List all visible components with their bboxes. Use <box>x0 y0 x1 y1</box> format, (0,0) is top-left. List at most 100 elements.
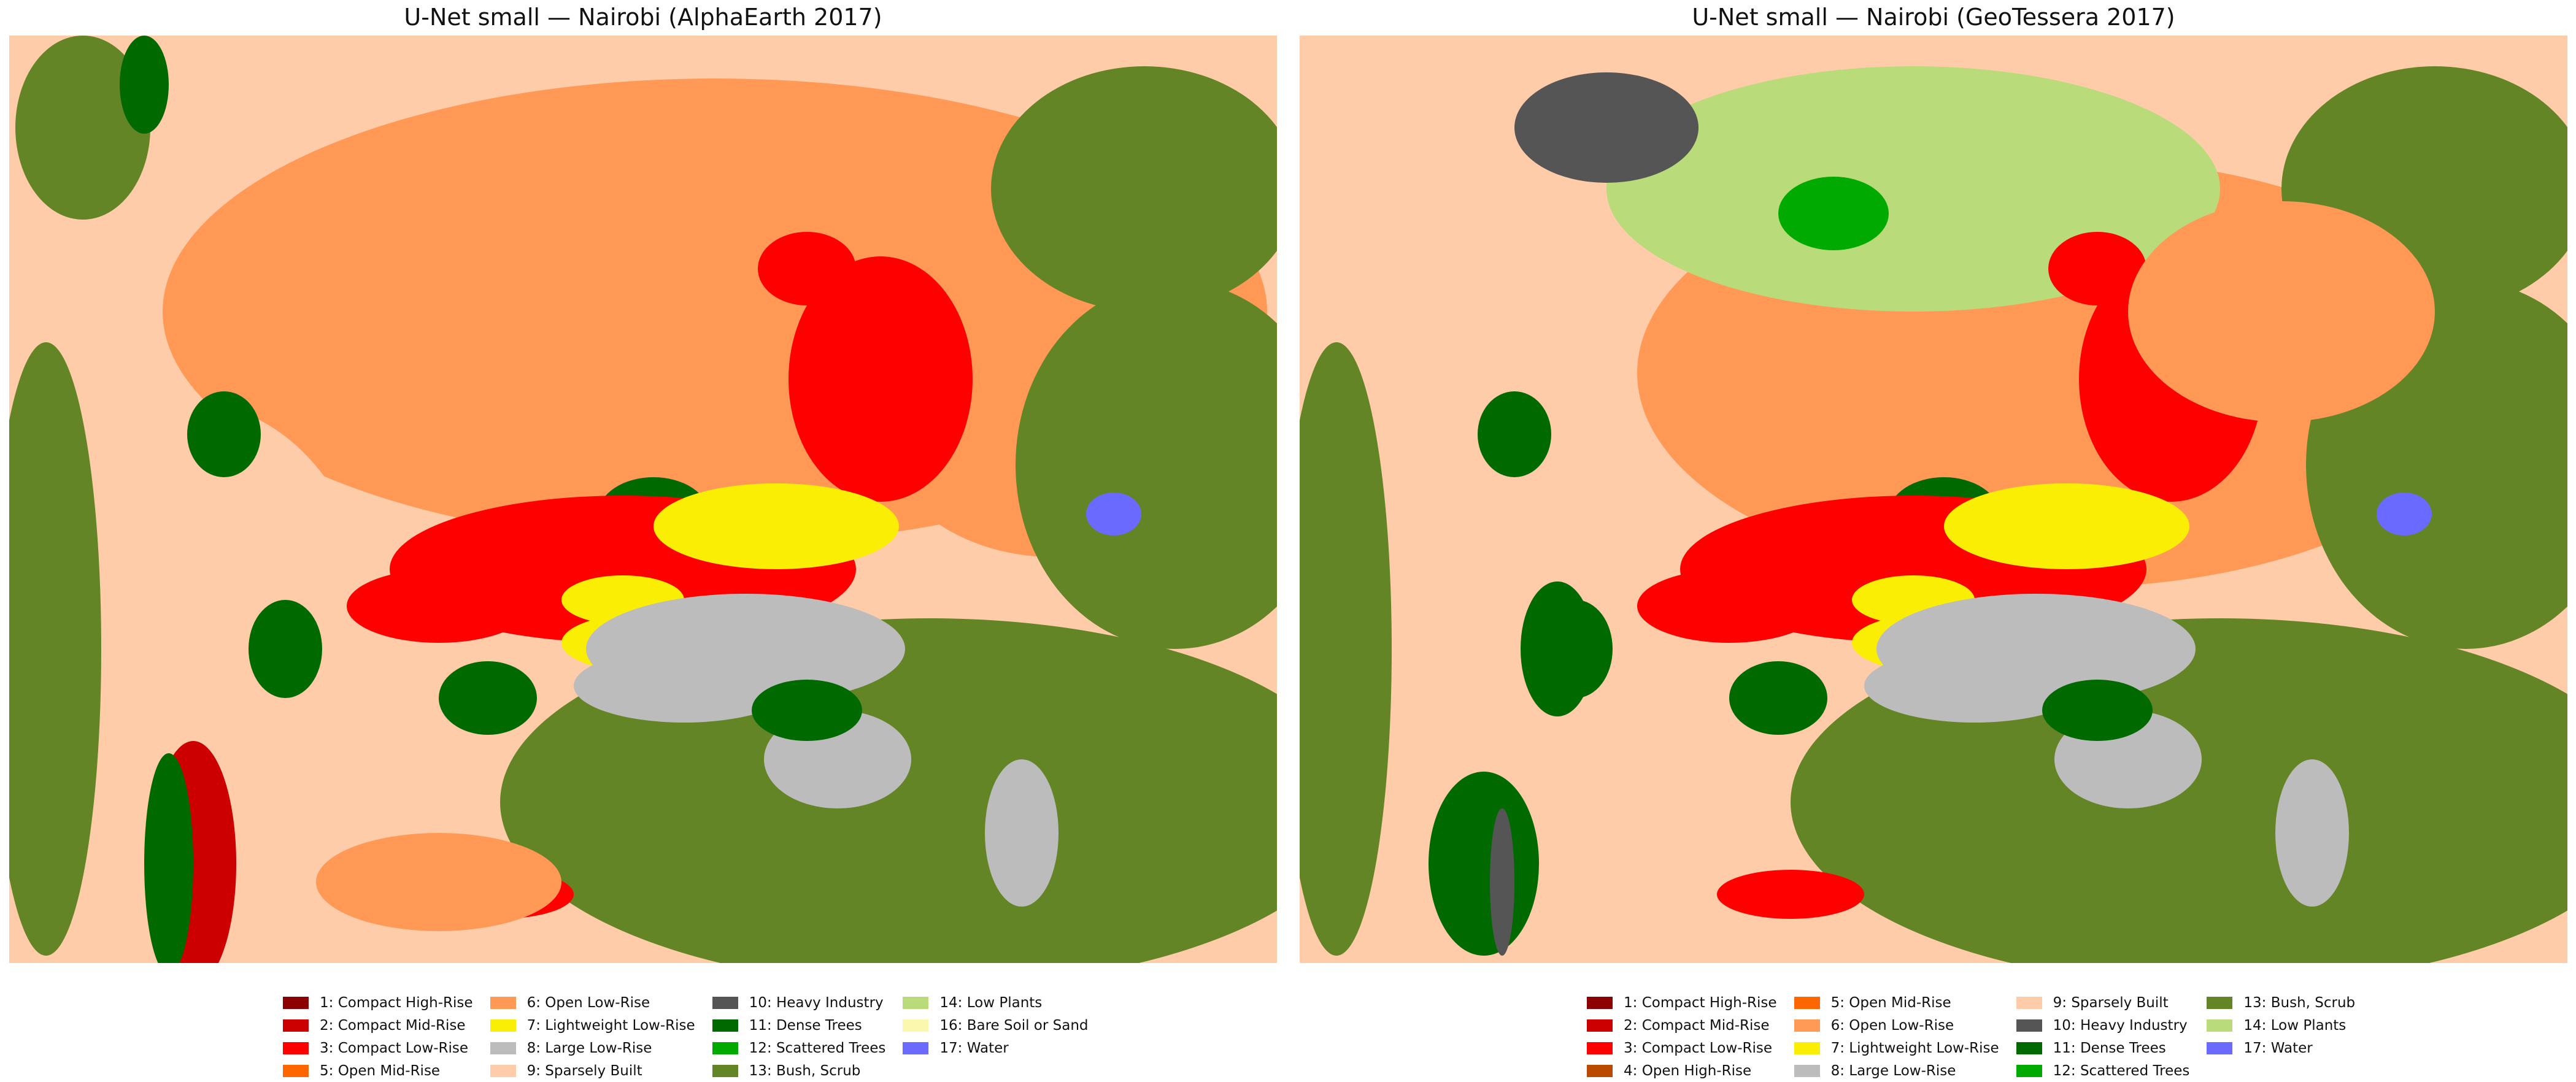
left-classification-map <box>9 36 1277 963</box>
map-region <box>9 404 377 894</box>
legend-swatch <box>490 1064 516 1077</box>
legend-item: 3: Compact Low-Rise <box>1587 1037 1777 1059</box>
legend-swatch <box>1587 1064 1613 1077</box>
legend-label: 12: Scattered Trees <box>749 1040 886 1056</box>
map-region <box>758 232 856 305</box>
legend-label: 6: Open Low-Rise <box>1830 1017 1954 1034</box>
legend-swatch <box>712 1064 738 1077</box>
legend-item: 14: Low Plants <box>903 991 1088 1014</box>
legend-swatch <box>903 1019 929 1032</box>
map-region <box>249 600 322 698</box>
map-region <box>1514 72 1699 183</box>
legend-item: 9: Sparsely Built <box>2016 991 2190 1014</box>
legend-item: 2: Compact Mid-Rise <box>1587 1014 1777 1037</box>
map-region <box>789 256 973 502</box>
map-region <box>1086 493 1141 535</box>
legend-item: 11: Dense Trees <box>712 1014 886 1037</box>
legend-swatch <box>712 1042 738 1054</box>
legend-label: 11: Dense Trees <box>749 1017 862 1034</box>
legend-swatch <box>712 1019 738 1032</box>
left-panel-title: U-Net small — Nairobi (AlphaEarth 2017) <box>404 4 882 31</box>
legend-label: 3: Compact Low-Rise <box>1624 1040 1772 1056</box>
legend-item: 7: Lightweight Low-Rise <box>490 1014 695 1037</box>
legend-label: 17: Water <box>939 1040 1009 1056</box>
legend-item: 14: Low Plants <box>2207 1014 2355 1037</box>
map-region <box>1429 772 1539 956</box>
legend-label: 14: Low Plants <box>939 994 1043 1011</box>
legend-swatch <box>903 996 929 1009</box>
legend-label: 1: Compact High-Rise <box>320 994 473 1011</box>
left-legend: 1: Compact High-Rise 2: Compact Mid-Rise 3… <box>283 991 1089 1082</box>
legend-label: 10: Heavy Industry <box>2053 1017 2188 1034</box>
map-region <box>1729 661 1827 735</box>
legend-label: 9: Sparsely Built <box>526 1062 642 1079</box>
legend-swatch <box>2016 1019 2042 1032</box>
map-region <box>1864 649 2085 723</box>
legend-item: 10: Heavy Industry <box>712 991 886 1014</box>
legend-label: 11: Dense Trees <box>2053 1040 2166 1056</box>
legend-swatch <box>1794 1064 1820 1077</box>
legend-label: 8: Large Low-Rise <box>526 1040 652 1056</box>
legend-swatch <box>2016 1064 2042 1077</box>
map-region <box>752 680 862 741</box>
legend-swatch <box>2016 1042 2042 1054</box>
map-region <box>120 36 169 134</box>
map-region <box>144 753 193 963</box>
legend-item: 3: Compact Low-Rise <box>283 1037 473 1059</box>
map-region <box>1778 177 1889 250</box>
legend-swatch <box>2207 1019 2233 1032</box>
map-region <box>187 391 261 477</box>
legend-swatch <box>490 996 516 1009</box>
map-region <box>1944 483 2189 569</box>
legend-swatch <box>1794 996 1820 1009</box>
legend-item: 13: Bush, Scrub <box>2207 991 2355 1014</box>
legend-item: 4: Open High-Rise <box>1587 1059 1777 1082</box>
legend-label: 10: Heavy Industry <box>749 994 884 1011</box>
legend-label: 14: Low Plants <box>2243 1017 2347 1034</box>
legend-label: 3: Compact Low-Rise <box>320 1040 468 1056</box>
legend-item: 9: Sparsely Built <box>490 1059 695 1082</box>
legend-item: 5: Open Mid-Rise <box>283 1059 473 1082</box>
legend-label: 5: Open Mid-Rise <box>320 1062 441 1079</box>
legend-swatch <box>1587 1042 1613 1054</box>
legend-label: 7: Lightweight Low-Rise <box>1830 1040 1999 1056</box>
legend-swatch <box>1794 1019 1820 1032</box>
legend-item: 1: Compact High-Rise <box>283 991 473 1014</box>
right-classification-map <box>1300 36 2567 963</box>
legend-label: 12: Scattered Trees <box>2053 1062 2190 1079</box>
legend-label: 2: Compact Mid-Rise <box>1624 1017 1770 1034</box>
legend-swatch <box>490 1019 516 1032</box>
legend-item: 5: Open Mid-Rise <box>1794 991 1999 1014</box>
map-region <box>654 483 899 569</box>
legend-label: 2: Compact Mid-Rise <box>320 1017 466 1034</box>
legend-swatch <box>1587 1019 1613 1032</box>
map-region <box>347 569 531 643</box>
legend-swatch <box>2207 1042 2233 1054</box>
legend-label: 1: Compact High-Rise <box>1624 994 1777 1011</box>
legend-swatch <box>283 1042 309 1054</box>
map-region <box>1016 281 1277 649</box>
legend-swatch <box>283 1064 309 1077</box>
map-region <box>1490 808 1514 956</box>
right-panel-title: U-Net small — Nairobi (GeoTessera 2017) <box>1692 4 2175 31</box>
map-region <box>2275 759 2349 907</box>
legend-item: 6: Open Low-Rise <box>1794 1014 1999 1037</box>
legend-item: 16: Bare Soil or Sand <box>903 1014 1089 1037</box>
legend-swatch <box>283 1019 309 1032</box>
legend-label: 9: Sparsely Built <box>2053 994 2169 1011</box>
legend-label: 13: Bush, Scrub <box>2243 994 2356 1011</box>
map-region <box>1478 391 1551 477</box>
legend-label: 16: Bare Soil or Sand <box>939 1017 1089 1034</box>
legend-swatch <box>712 996 738 1009</box>
legend-item: 2: Compact Mid-Rise <box>283 1014 473 1037</box>
map-region <box>9 342 101 956</box>
map-region <box>985 759 1059 907</box>
legend-item: 11: Dense Trees <box>2016 1037 2190 1059</box>
map-region <box>1521 581 1594 716</box>
map-region <box>2048 232 2146 305</box>
map-region <box>15 36 150 220</box>
map-region <box>2128 201 2435 422</box>
legend-swatch <box>2016 996 2042 1009</box>
legend-label: 13: Bush, Scrub <box>749 1062 861 1079</box>
legend-label: 17: Water <box>2243 1040 2313 1056</box>
